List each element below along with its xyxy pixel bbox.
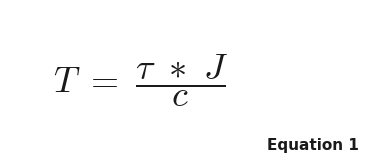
Text: Equation 1: Equation 1 xyxy=(267,138,359,153)
Text: $\mathit{T}\ =\ \dfrac{\tau\ *\ J}{c}$: $\mathit{T}\ =\ \dfrac{\tau\ *\ J}{c}$ xyxy=(53,52,228,109)
